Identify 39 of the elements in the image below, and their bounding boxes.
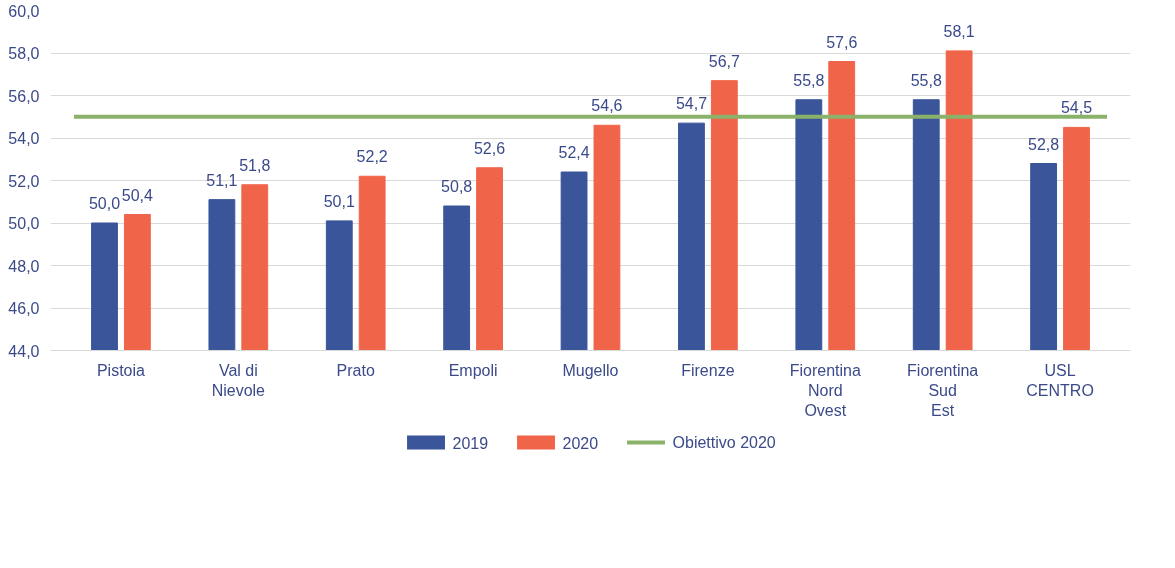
y-tick-label: 56,0 <box>8 87 40 105</box>
y-tick-label: 60,0 <box>8 2 40 20</box>
data-label: 52,2 <box>356 148 388 166</box>
x-tick-label: Empoli <box>448 361 498 379</box>
legend-label: 2019 <box>452 434 489 452</box>
data-label: 58,1 <box>943 22 975 40</box>
data-label: 54,7 <box>675 95 708 113</box>
data-label: 50,0 <box>88 195 121 212</box>
y-tick-label: 58,0 <box>8 45 40 62</box>
data-label: 52,4 <box>558 144 590 161</box>
x-tick-label: Fiorentina Sud Est <box>907 361 979 420</box>
y-tick-label: 54,0 <box>8 130 40 147</box>
data-label: 51,8 <box>239 156 271 174</box>
y-tick-label: 46,0 <box>8 300 40 317</box>
data-label: 54,6 <box>591 97 623 115</box>
data-label: 52,8 <box>1028 135 1060 153</box>
data-label: 52,6 <box>473 139 506 157</box>
x-tick-label: Fiorentina Nord Ovest <box>789 361 861 420</box>
x-tick-label: USL CENTRO <box>1026 361 1094 399</box>
x-tick-label: Firenze <box>681 361 735 379</box>
data-label: 57,6 <box>826 33 858 51</box>
data-label: 50,8 <box>441 178 473 195</box>
x-tick-label: Val di Nievole <box>211 361 266 399</box>
data-label: 54,5 <box>1060 99 1093 117</box>
y-tick-label: 50,0 <box>8 215 40 232</box>
x-tick-label: Pistoia <box>96 361 146 379</box>
data-label: 51,1 <box>206 171 238 189</box>
y-tick-label: 52,0 <box>8 172 40 190</box>
data-label: 55,8 <box>910 71 942 89</box>
y-tick-label: 48,0 <box>8 257 40 275</box>
y-tick-label: 44,0 <box>8 342 40 360</box>
legend-label: Obiettivo 2020 <box>672 434 776 451</box>
x-tick-label: Prato <box>336 361 375 379</box>
legend-label: 2020 <box>562 434 599 452</box>
data-label: 56,7 <box>708 52 740 70</box>
data-label: 55,8 <box>793 71 825 89</box>
data-label: 50,1 <box>323 192 355 210</box>
data-label: 50,4 <box>121 186 154 204</box>
x-tick-label: Mugello <box>562 361 619 379</box>
